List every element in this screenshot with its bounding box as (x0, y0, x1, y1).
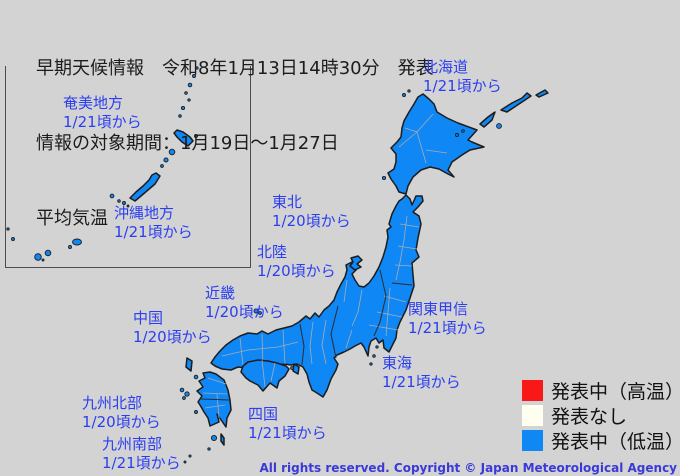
no-announcement-swatch (522, 405, 543, 426)
region-label-amami: 奄美地方 1/21頃から (63, 94, 142, 132)
region-date: 1/21頃から (63, 113, 142, 131)
target-period: 情報の対象期間：1月19日～1月27日 (36, 133, 339, 154)
high-temp-swatch (522, 380, 543, 401)
legend-label: 発表中（低温） (551, 431, 680, 453)
region-date: 1/20頃から (205, 303, 284, 321)
region-label-kyushu-north: 九州北部 1/20頃から (82, 394, 161, 432)
region-name: 奄美地方 (63, 94, 124, 112)
region-date: 1/21頃から (423, 77, 502, 95)
region-date: 1/21頃から (408, 319, 487, 337)
region-date: 1/21頃から (248, 424, 327, 442)
region-label-hokkaido: 北海道 1/21頃から (423, 58, 502, 96)
element-name: 平均気温 (36, 208, 108, 229)
region-name: 北海道 (423, 58, 469, 76)
region-name: 東海 (382, 354, 413, 372)
amami-okinawa-islands (6, 66, 199, 262)
region-label-tohoku: 東北 1/20頃から (272, 193, 351, 231)
region-label-okinawa: 沖縄地方 1/21頃から (114, 204, 193, 242)
region-name: 四国 (248, 405, 279, 423)
region-name: 関東甲信 (408, 300, 469, 318)
page-title: 早期天候情報 令和8年1月13日14時30分 発表 (36, 58, 434, 79)
shikoku-landmass (240, 359, 290, 392)
region-name: 中国 (133, 309, 164, 327)
region-label-kanto-koshin: 関東甲信 1/21頃から (408, 300, 487, 338)
legend-row-none: 発表なし (522, 403, 680, 428)
low-temp-swatch (522, 430, 543, 451)
region-date: 1/21頃から (382, 373, 461, 391)
kyushu-landmass (179, 357, 232, 464)
region-label-kinki: 近畿 1/20頃から (205, 284, 284, 322)
region-name: 東北 (272, 193, 303, 211)
legend-row-high-temp: 発表中（高温） (522, 378, 680, 403)
region-name: 沖縄地方 (114, 204, 175, 222)
region-label-hokuriku: 北陸 1/20頃から (257, 243, 336, 281)
inset-box (5, 66, 251, 268)
copyright-notice: All rights reserved. Copyright © Japan M… (259, 461, 677, 475)
legend-label: 発表中（高温） (551, 381, 680, 403)
legend: 発表中（高温） 発表なし 発表中（低温） (522, 378, 680, 453)
region-date: 1/20頃から (133, 328, 212, 346)
region-date: 1/20頃から (272, 212, 351, 230)
region-name: 九州北部 (82, 394, 143, 412)
legend-label: 発表なし (551, 406, 628, 428)
region-label-tokai: 東海 1/21頃から (382, 354, 461, 392)
region-label-kyushu-south: 九州南部 1/21頃から (102, 435, 181, 473)
region-label-shikoku: 四国 1/21頃から (248, 405, 327, 443)
region-label-chugoku: 中国 1/20頃から (133, 309, 212, 347)
region-name: 北陸 (257, 243, 288, 261)
legend-row-low-temp: 発表中（低温） (522, 428, 680, 453)
region-date: 1/21頃から (102, 454, 181, 472)
region-date: 1/20頃から (82, 413, 161, 431)
header: 早期天候情報 令和8年1月13日14時30分 発表 情報の対象期間：1月19日～… (36, 6, 434, 281)
region-name: 近畿 (205, 284, 236, 302)
region-date: 1/20頃から (257, 262, 336, 280)
region-name: 九州南部 (102, 435, 163, 453)
hokkaido-landmass (381, 89, 485, 195)
region-date: 1/21頃から (114, 223, 193, 241)
kuril-islands (455, 89, 549, 137)
